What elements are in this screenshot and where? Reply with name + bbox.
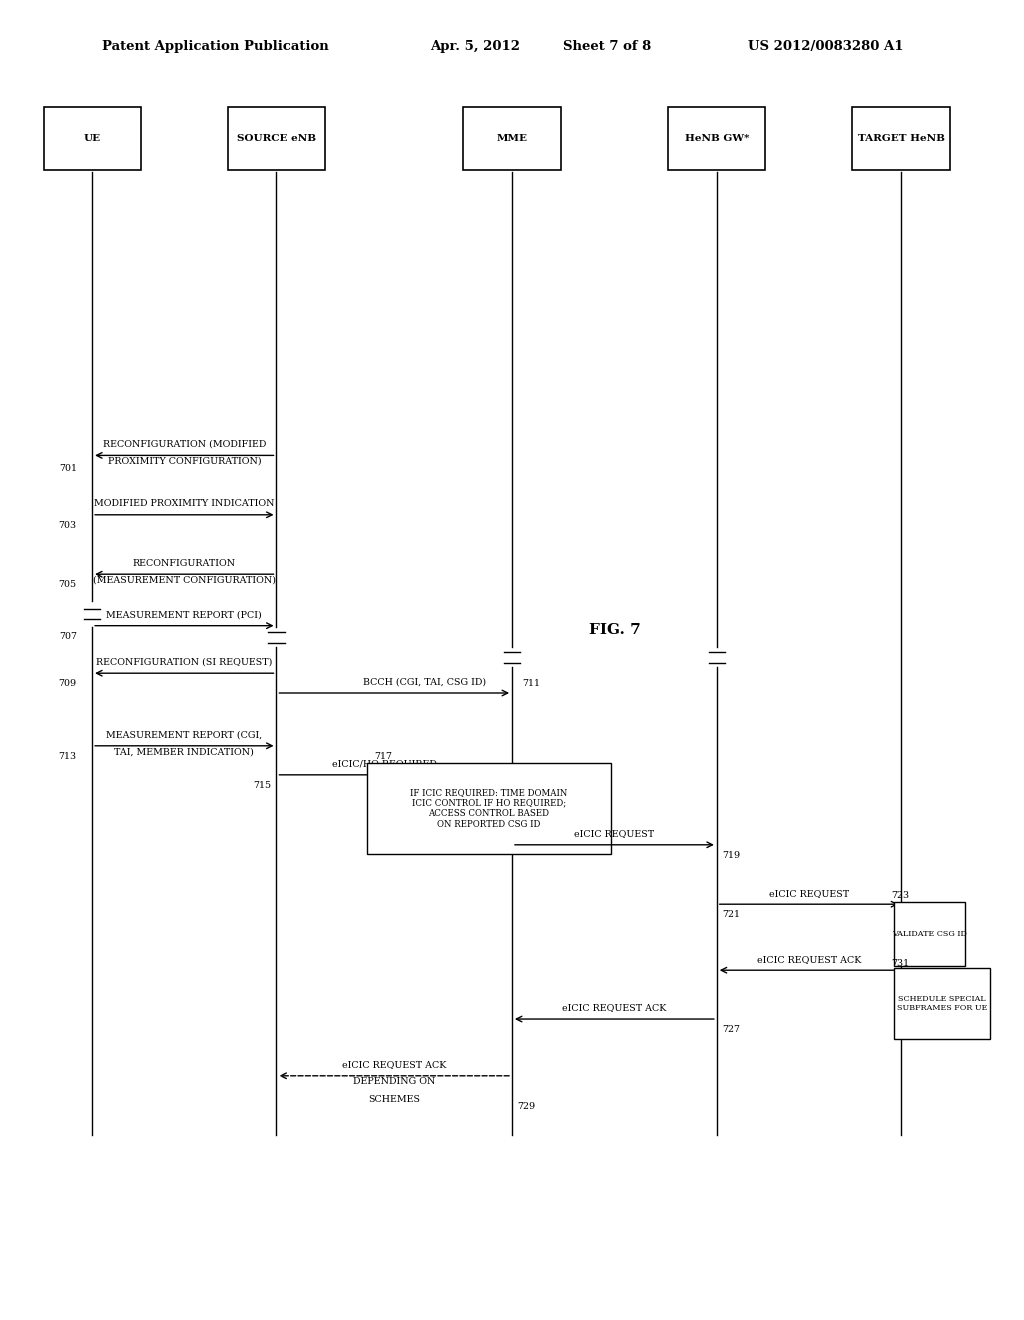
Text: TARGET HeNB: TARGET HeNB — [858, 135, 944, 143]
Text: 715: 715 — [253, 781, 271, 791]
Text: 709: 709 — [58, 680, 77, 689]
Text: FIG. 7: FIG. 7 — [589, 623, 640, 636]
Text: eICIC REQUEST ACK: eICIC REQUEST ACK — [757, 954, 861, 964]
Text: HeNB GW*: HeNB GW* — [685, 135, 749, 143]
Text: UE: UE — [84, 135, 100, 143]
Text: Apr. 5, 2012: Apr. 5, 2012 — [430, 40, 520, 53]
FancyBboxPatch shape — [668, 107, 765, 170]
Text: Sheet 7 of 8: Sheet 7 of 8 — [563, 40, 651, 53]
Text: 721: 721 — [722, 911, 740, 920]
Text: 717: 717 — [374, 752, 392, 762]
Text: BCCH (CGI, TAI, CSG ID): BCCH (CGI, TAI, CSG ID) — [364, 677, 486, 686]
Text: MEASUREMENT REPORT (CGI,: MEASUREMENT REPORT (CGI, — [106, 730, 262, 739]
Text: MEASUREMENT REPORT (PCI): MEASUREMENT REPORT (PCI) — [106, 610, 262, 619]
Text: 727: 727 — [722, 1026, 740, 1035]
FancyBboxPatch shape — [894, 902, 965, 966]
Text: MODIFIED PROXIMITY INDICATION: MODIFIED PROXIMITY INDICATION — [94, 499, 274, 508]
FancyBboxPatch shape — [227, 107, 326, 170]
Text: 707: 707 — [58, 632, 77, 642]
Text: 725: 725 — [906, 977, 925, 986]
Text: 711: 711 — [522, 680, 541, 689]
Text: 701: 701 — [58, 465, 77, 474]
Text: eICIC/HO REQUIRED: eICIC/HO REQUIRED — [332, 759, 436, 768]
FancyBboxPatch shape — [894, 968, 990, 1039]
FancyBboxPatch shape — [852, 107, 950, 170]
Text: 703: 703 — [58, 521, 77, 531]
Text: 723: 723 — [891, 891, 909, 900]
Text: Patent Application Publication: Patent Application Publication — [102, 40, 329, 53]
Text: eICIC REQUEST ACK: eICIC REQUEST ACK — [342, 1060, 446, 1069]
Text: PROXIMITY CONFIGURATION): PROXIMITY CONFIGURATION) — [108, 457, 261, 466]
Text: 719: 719 — [722, 851, 740, 861]
Text: 705: 705 — [58, 581, 77, 590]
Text: IF ICIC REQUIRED: TIME DOMAIN
ICIC CONTROL IF HO REQUIRED;
ACCESS CONTROL BASED
: IF ICIC REQUIRED: TIME DOMAIN ICIC CONTR… — [411, 788, 567, 829]
Text: 731: 731 — [891, 960, 909, 969]
Text: US 2012/0083280 A1: US 2012/0083280 A1 — [748, 40, 903, 53]
Text: RECONFIGURATION (SI REQUEST): RECONFIGURATION (SI REQUEST) — [96, 657, 272, 667]
Text: VALIDATE CSG ID: VALIDATE CSG ID — [892, 929, 968, 939]
Text: 713: 713 — [58, 752, 77, 762]
Text: RECONFIGURATION (MODIFIED: RECONFIGURATION (MODIFIED — [102, 440, 266, 449]
Text: (MEASUREMENT CONFIGURATION): (MEASUREMENT CONFIGURATION) — [93, 576, 275, 585]
Text: SCHEDULE SPECIAL
SUBFRAMES FOR UE: SCHEDULE SPECIAL SUBFRAMES FOR UE — [897, 994, 987, 1012]
Text: TAI, MEMBER INDICATION): TAI, MEMBER INDICATION) — [115, 747, 254, 756]
Text: eICIC REQUEST: eICIC REQUEST — [769, 888, 849, 898]
Text: SOURCE eNB: SOURCE eNB — [237, 135, 316, 143]
FancyBboxPatch shape — [463, 107, 561, 170]
Text: eICIC REQUEST ACK: eICIC REQUEST ACK — [562, 1003, 667, 1012]
Text: 729: 729 — [517, 1102, 536, 1111]
Text: SCHEMES: SCHEMES — [369, 1094, 420, 1104]
Text: RECONFIGURATION: RECONFIGURATION — [133, 558, 236, 568]
Text: eICIC REQUEST: eICIC REQUEST — [574, 829, 654, 838]
Text: DEPENDING ON: DEPENDING ON — [353, 1077, 435, 1086]
Text: MME: MME — [497, 135, 527, 143]
FancyBboxPatch shape — [43, 107, 141, 170]
FancyBboxPatch shape — [367, 763, 611, 854]
